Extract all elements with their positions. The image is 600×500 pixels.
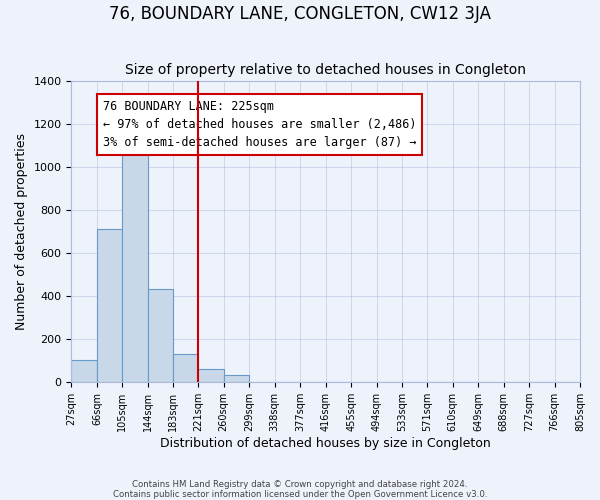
Bar <box>148 288 173 382</box>
X-axis label: Distribution of detached houses by size in Congleton: Distribution of detached houses by size … <box>160 437 491 450</box>
Text: 76 BOUNDARY LANE: 225sqm
← 97% of detached houses are smaller (2,486)
3% of semi: 76 BOUNDARY LANE: 225sqm ← 97% of detach… <box>103 100 416 150</box>
Bar <box>71 360 97 382</box>
Bar <box>224 374 249 382</box>
Text: 76, BOUNDARY LANE, CONGLETON, CW12 3JA: 76, BOUNDARY LANE, CONGLETON, CW12 3JA <box>109 5 491 23</box>
Y-axis label: Number of detached properties: Number of detached properties <box>15 133 28 330</box>
Bar <box>122 141 148 382</box>
Bar <box>198 370 224 382</box>
Text: Contains HM Land Registry data © Crown copyright and database right 2024.
Contai: Contains HM Land Registry data © Crown c… <box>113 480 487 499</box>
Bar <box>97 230 122 382</box>
Bar <box>173 354 198 382</box>
Title: Size of property relative to detached houses in Congleton: Size of property relative to detached ho… <box>125 63 526 77</box>
